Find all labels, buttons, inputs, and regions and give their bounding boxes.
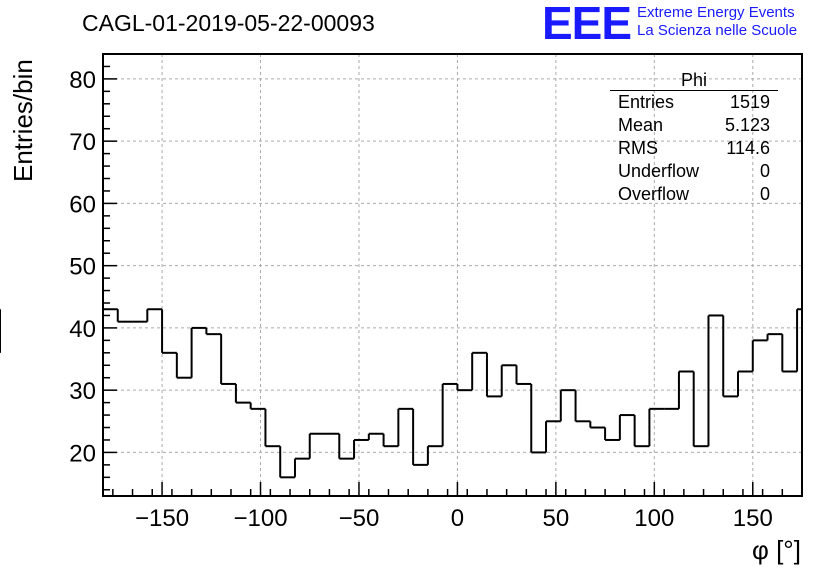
- stats-row-overflow: Overflow 0: [610, 183, 778, 206]
- stats-row-underflow: Underflow 0: [610, 160, 778, 183]
- x-tick-label: −50: [339, 505, 380, 532]
- y-tick-label: 70: [69, 129, 96, 156]
- stats-value: 0: [759, 161, 770, 181]
- y-tick-label: 20: [69, 440, 96, 467]
- x-tick-label: 50: [543, 505, 570, 532]
- stats-row-mean: Mean 5.123: [610, 114, 778, 137]
- y-tick-label: 50: [69, 254, 96, 281]
- chart-title: CAGL-01-2019-05-22-00093: [82, 10, 375, 36]
- x-tick-label: −150: [135, 505, 189, 532]
- stats-value: 5.123: [724, 115, 770, 135]
- x-tick-label: 100: [634, 505, 674, 532]
- stats-value: 1519: [729, 92, 770, 112]
- logo-caption-line1: Extreme Energy Events: [637, 4, 795, 21]
- eee-logo: EEE: [542, 0, 632, 49]
- stats-row-rms: RMS 114.6: [610, 137, 778, 160]
- y-tick-label: 40: [69, 316, 96, 343]
- x-tick-label: 150: [733, 505, 773, 532]
- y-tick-label: 60: [69, 191, 96, 218]
- logo-caption-line2: La Scienza nelle Scuole: [637, 22, 798, 39]
- x-tick-label: −100: [233, 505, 287, 532]
- y-tick-label: 30: [69, 378, 96, 405]
- stats-value: 114.6: [726, 138, 770, 158]
- x-axis-label: φ [°]: [752, 535, 801, 565]
- stats-label: Mean: [618, 115, 664, 135]
- y-axis-label: Entries/bin: [8, 59, 38, 182]
- stats-label: Overflow: [618, 184, 690, 204]
- stats-label: RMS: [618, 138, 658, 158]
- logo-caption: Extreme Energy Events La Scienza nelle S…: [637, 4, 797, 40]
- x-tick-label: 0: [451, 505, 464, 532]
- plot-frame: [102, 53, 803, 497]
- stats-label: Underflow: [618, 161, 700, 181]
- y-tick-label: 80: [69, 67, 96, 94]
- stats-value: 0: [759, 184, 770, 204]
- stats-title: Phi: [610, 70, 778, 91]
- stats-box: Phi Entries 1519 Mean 5.123 RMS 114.6 Un…: [610, 70, 778, 206]
- stats-row-entries: Entries 1519: [610, 91, 778, 114]
- stats-label: Entries: [618, 92, 675, 112]
